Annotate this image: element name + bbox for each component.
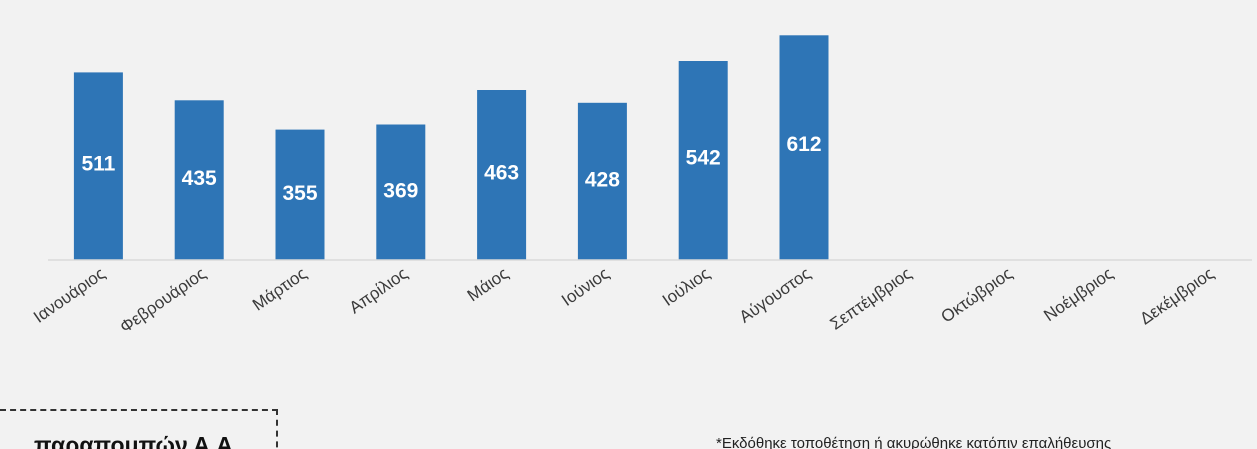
x-tick-label-3: Μάρτιος [249, 264, 310, 315]
bar-2 [174, 100, 224, 260]
data-label-6: 428 [585, 168, 620, 191]
data-label-8: 612 [786, 133, 821, 156]
x-tick-label-11: Νοέμβριος [1040, 264, 1116, 325]
bar-5 [477, 90, 527, 260]
data-label-4: 369 [383, 180, 418, 203]
bar-7 [678, 61, 728, 260]
bar-1 [73, 72, 123, 261]
reference-box-title: παραπομπών Α.Α. [34, 432, 240, 449]
x-tick-label-4: Απρίλιος [346, 264, 411, 318]
reference-box: παραπομπών Α.Α. [0, 409, 278, 449]
x-tick-label-8: Αύγουστος [736, 264, 814, 327]
data-label-3: 355 [282, 182, 317, 205]
data-label-2: 435 [182, 167, 217, 190]
bar-4 [376, 124, 426, 260]
footnote: *Εκδόθηκε τοποθέτηση ή ακυρώθηκε κατόπιν… [716, 435, 1112, 449]
bars-layer [73, 35, 829, 261]
x-tick-label-6: Ιούνιος [558, 264, 613, 310]
bar-3 [275, 129, 325, 260]
data-label-5: 463 [484, 162, 519, 185]
x-tick-labels-layer: Ιανουάριος Φεβρουάριος Μάρτιος Απρίλιος Μάιο… [30, 264, 1217, 337]
data-label-7: 542 [686, 147, 721, 170]
x-tick-label-10: Οκτώβριος [938, 264, 1016, 327]
x-tick-label-5: Μάιος [464, 264, 512, 306]
bar-6 [577, 102, 627, 260]
bar-8 [779, 35, 829, 260]
x-tick-label-7: Ιούλιος [659, 264, 714, 310]
x-tick-label-12: Δεκέμβριος [1136, 264, 1217, 329]
x-tick-label-1: Ιανουάριος [30, 264, 109, 327]
data-labels-layer: 511 435 355 369 463 428 542 612 [81, 133, 821, 205]
x-tick-label-2: Φεβρουάριος [116, 264, 209, 337]
data-label-1: 511 [81, 152, 115, 175]
x-tick-label-9: Σεπτέμβριος [827, 264, 916, 334]
